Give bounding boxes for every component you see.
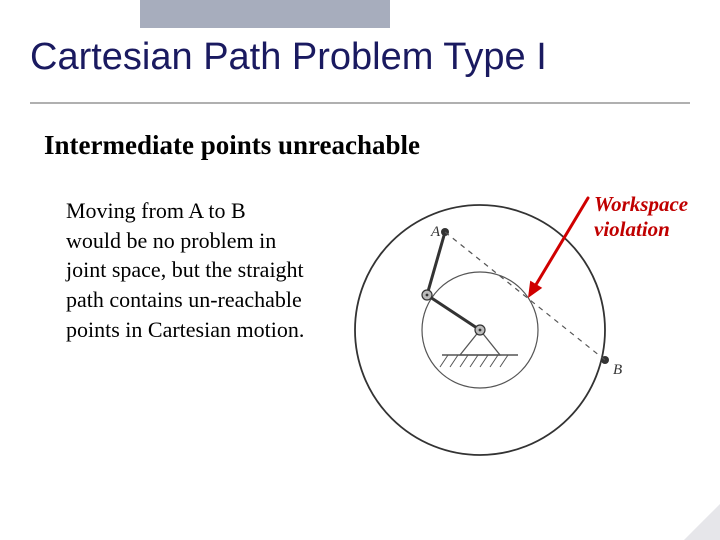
- slide-subtitle: Intermediate points unreachable: [44, 130, 420, 161]
- title-rule: [30, 102, 690, 104]
- svg-text:B: B: [613, 362, 622, 378]
- page-corner-fold-icon: [684, 504, 720, 540]
- robot-workspace-diagram: AB: [330, 180, 630, 480]
- svg-text:A: A: [430, 224, 441, 240]
- body-text: Moving from A to B would be no problem i…: [66, 196, 306, 344]
- top-accent-band: [140, 0, 390, 28]
- slide-title: Cartesian Path Problem Type I: [30, 36, 547, 79]
